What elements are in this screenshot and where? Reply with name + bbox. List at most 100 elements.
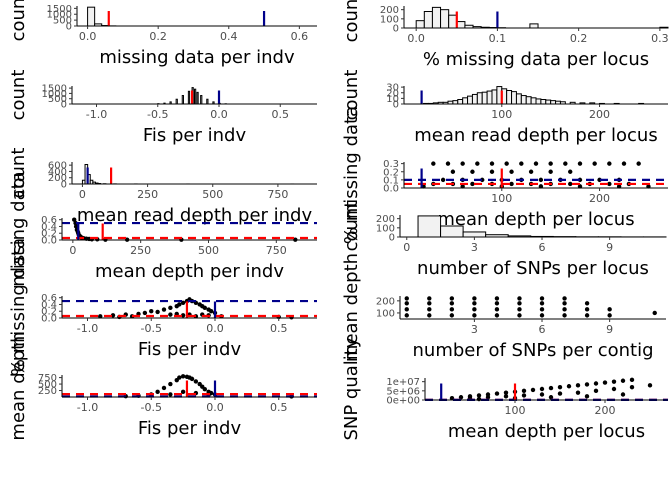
- x-tick-label: -0.5: [141, 322, 162, 335]
- y-axis-title: count: [341, 70, 362, 121]
- y-axis-title: SNP quality: [341, 337, 362, 440]
- y-tick-label: 0: [389, 233, 395, 244]
- scatter-point: [472, 301, 477, 306]
- scatter-point: [450, 169, 456, 174]
- x-axis-title: Fis per indv: [138, 339, 242, 360]
- x-tick-label: 250: [137, 188, 158, 201]
- scatter-point: [404, 301, 409, 306]
- scatter-point: [427, 307, 432, 312]
- x-axis-title: Fis per indv: [138, 418, 242, 439]
- x-tick-label: 500: [202, 188, 223, 201]
- y-axis-title: count: [341, 201, 362, 252]
- scatter-point: [620, 378, 626, 383]
- hist-bar: [467, 95, 473, 105]
- scatter-point: [517, 307, 522, 312]
- x-tick-label: 0.4: [220, 30, 238, 43]
- x-tick-label: 0.0: [210, 108, 228, 121]
- scatter-point: [533, 161, 539, 166]
- scatter-point: [548, 169, 553, 174]
- scatter-point: [602, 380, 608, 385]
- scatter-point: [563, 161, 568, 166]
- hist-bar: [206, 98, 209, 105]
- scatter-point: [504, 161, 509, 166]
- scatter-point: [202, 387, 207, 392]
- y-axis-title: mean depth: [8, 331, 29, 440]
- y-tick-label: 0: [393, 24, 399, 35]
- y-tick-label: 0.4: [41, 300, 57, 311]
- hist-bar: [175, 98, 178, 105]
- x-tick-label: -0.5: [147, 108, 168, 121]
- hist-bar: [440, 9, 450, 29]
- scatter-point: [155, 389, 160, 395]
- scatter-point: [470, 181, 475, 187]
- scatter-point: [577, 161, 583, 166]
- y-tick-label: 30: [386, 83, 399, 94]
- scatter-point: [575, 383, 581, 388]
- scatter-point: [568, 169, 573, 174]
- scatter-point: [485, 395, 491, 400]
- y-tick-label: 100: [380, 14, 399, 25]
- scatter-point: [562, 307, 567, 312]
- scatter-point: [646, 184, 651, 189]
- x-tick-label: 0.1: [489, 32, 507, 45]
- y-tick-label: 500: [38, 380, 57, 391]
- scatter-point: [494, 313, 500, 318]
- scatter-point: [592, 161, 597, 166]
- hist-bar: [417, 215, 442, 238]
- x-axis-title: mean read depth per indv: [77, 205, 313, 226]
- x-tick-label: 3: [471, 241, 478, 254]
- x-tick-label: 750: [267, 188, 288, 201]
- scatter-point: [539, 392, 545, 397]
- scatter-point: [530, 387, 536, 393]
- scatter-point: [404, 296, 409, 301]
- scatter-point: [161, 385, 167, 391]
- scatter-point: [449, 307, 455, 312]
- scatter-point: [607, 181, 612, 187]
- scatter-point: [168, 381, 173, 387]
- x-tick-label: 9: [606, 323, 613, 336]
- scatter-point: [539, 307, 545, 312]
- hist-bar: [506, 90, 513, 105]
- y-tick-label: 0.0: [41, 314, 57, 325]
- hist-bar: [530, 97, 537, 105]
- scatter-point: [177, 302, 182, 307]
- x-axis-title: missing data per indv: [99, 47, 295, 68]
- scatter-point: [636, 161, 641, 166]
- scatter-point: [460, 184, 465, 189]
- scatter-point: [621, 161, 627, 166]
- hist-bar: [515, 93, 522, 105]
- hist-bar: [452, 100, 459, 105]
- scatter-point: [562, 301, 567, 306]
- y-axis-title: count: [8, 148, 29, 199]
- y-tick-label: 1e+07: [386, 377, 420, 388]
- scatter-point: [503, 390, 509, 395]
- scatter-point: [155, 309, 160, 315]
- x-tick-label: 0: [69, 244, 76, 257]
- scatter-point: [449, 296, 455, 301]
- hist-bar: [431, 6, 442, 29]
- hist-bar: [511, 91, 517, 105]
- hist-bar: [423, 11, 433, 29]
- hist-bar: [525, 96, 532, 105]
- scatter-point: [460, 161, 465, 166]
- scatter-point: [180, 313, 186, 318]
- hist-bar: [476, 92, 483, 105]
- x-tick-label: 0.5: [270, 401, 288, 414]
- y-tick-label: 0e+00: [386, 396, 420, 407]
- scatter-point: [647, 383, 653, 388]
- scatter-point: [427, 301, 432, 306]
- scatter-point: [180, 389, 186, 395]
- scatter-point: [584, 394, 590, 399]
- scatter-point: [607, 161, 612, 166]
- scatter-point: [202, 305, 207, 311]
- scatter-point: [503, 394, 509, 399]
- hist-bar: [545, 99, 552, 105]
- hist-bar: [540, 99, 547, 105]
- x-tick-label: 0.0: [407, 32, 425, 45]
- scatter-point: [539, 301, 545, 306]
- x-tick-label: 0.3: [651, 32, 669, 45]
